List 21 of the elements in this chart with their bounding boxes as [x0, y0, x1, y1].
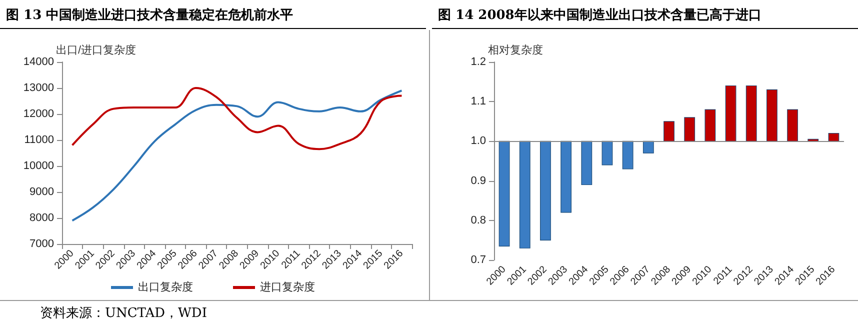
y-tick-label: 1.0 — [470, 135, 486, 148]
y-tick-label: 11000 — [24, 134, 54, 146]
y-axis-title: 相对复杂度 — [488, 44, 543, 56]
y-tick-label: 1.2 — [470, 56, 486, 68]
y-axis-title: 出口/进口复杂度 — [56, 44, 136, 56]
y-tick-label: 0.8 — [470, 214, 486, 226]
y-tick-label: 0.7 — [470, 254, 486, 266]
y-tick-label: 12000 — [23, 108, 54, 120]
legend-label: 出口复杂度 — [138, 280, 193, 294]
y-tick-label: 14000 — [23, 56, 54, 68]
y-tick-label: 13000 — [23, 82, 54, 94]
y-tick-label: 0.9 — [470, 174, 486, 187]
text: 资料来源：UNCTAD，WDI — [40, 305, 207, 322]
legend-label: 进口复杂度 — [260, 280, 315, 294]
y-tick-label: 1.1 — [470, 96, 486, 108]
y-tick-label: 8000 — [30, 212, 54, 224]
chart-title: 图 13 中国制造业进口技术含量稳定在危机前水平 — [6, 6, 294, 24]
y-tick-label: 9000 — [30, 186, 54, 198]
y-tick-label: 10000 — [23, 160, 54, 172]
chart-title: 图 14 2008年以来中国制造业出口技术含量已高于进口 — [438, 6, 762, 24]
y-tick-label: 7000 — [30, 238, 54, 250]
